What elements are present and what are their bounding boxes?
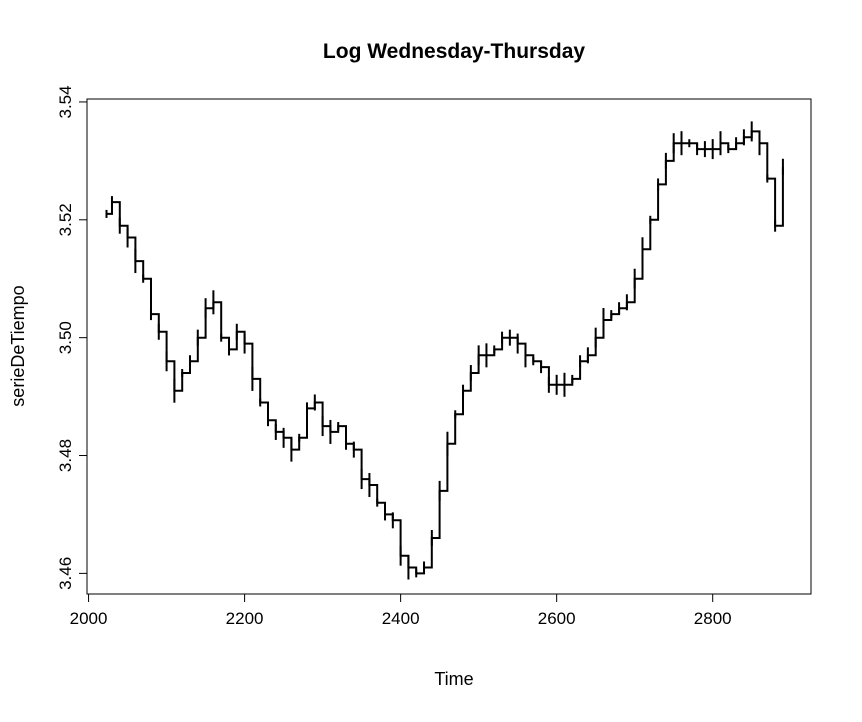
y-axis: 3.46 3.48 3.50 3.52 3.54 bbox=[56, 85, 88, 590]
x-tick-label: 2000 bbox=[70, 609, 108, 628]
y-tick-label: 3.50 bbox=[56, 321, 75, 354]
series-line bbox=[106, 130, 784, 575]
y-tick-label: 3.46 bbox=[56, 557, 75, 590]
y-axis-label: serieDeTiempo bbox=[8, 285, 28, 406]
x-tick-label: 2600 bbox=[538, 609, 576, 628]
x-tick-label: 2400 bbox=[382, 609, 420, 628]
y-tick-label: 3.54 bbox=[56, 85, 75, 118]
x-tick-label: 2800 bbox=[694, 609, 732, 628]
y-tick-label: 3.48 bbox=[56, 439, 75, 472]
y-tick-label: 3.52 bbox=[56, 203, 75, 236]
plot-frame bbox=[86, 98, 812, 595]
x-axis: 2000 2200 2400 2600 2800 bbox=[70, 593, 732, 628]
x-tick-label: 2200 bbox=[226, 609, 264, 628]
chart-title: Log Wednesday-Thursday bbox=[323, 40, 585, 63]
series-layer bbox=[105, 121, 784, 580]
x-axis-label: Time bbox=[434, 669, 473, 689]
